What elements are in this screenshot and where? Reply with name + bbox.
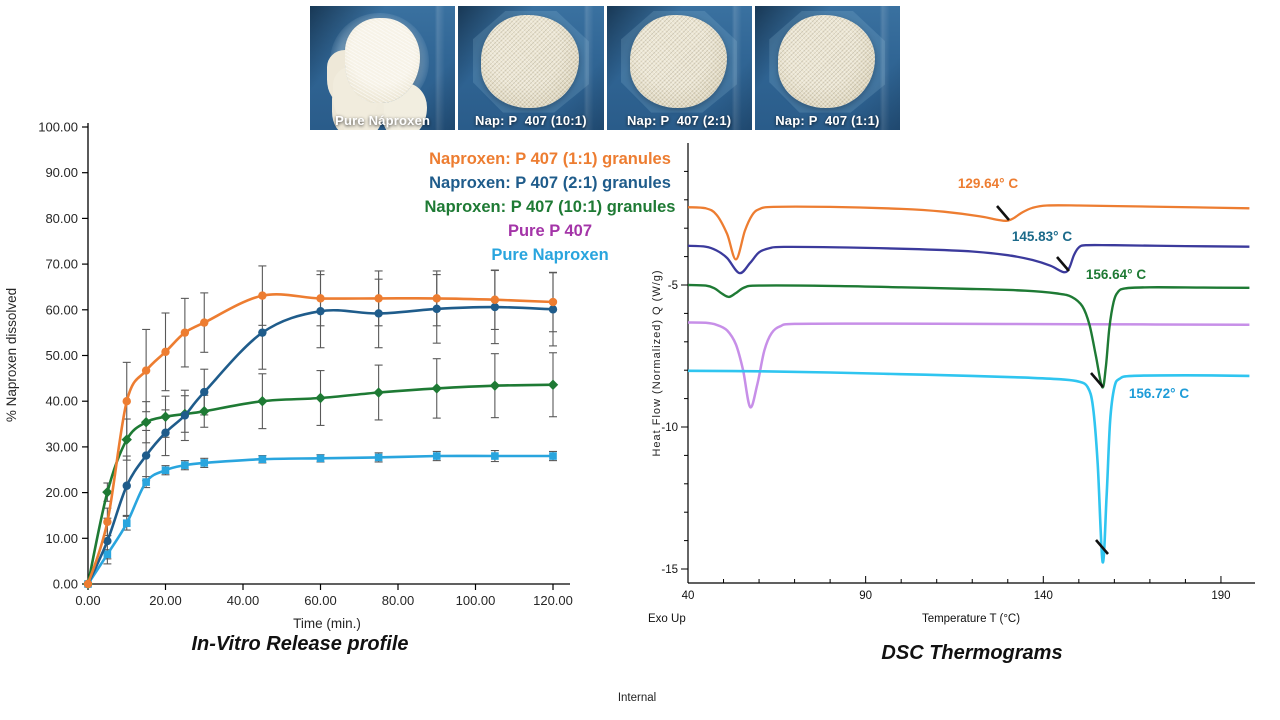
sample-photo-label: Nap: P 407 (1:1) (775, 113, 880, 128)
chart-legend: Naproxen: P 407 (1:1) granules Naproxen: … (340, 147, 760, 267)
release-series-3 (86, 454, 553, 585)
svg-text:40: 40 (682, 590, 695, 602)
sample-photo-strip: Pure Náproxen Nap: P 407 (10:1) Nap: P 4… (310, 6, 900, 130)
svg-text:100.00: 100.00 (456, 593, 496, 608)
release-y-axis-title: % Naproxen dissolved (4, 288, 19, 422)
svg-text:40.00: 40.00 (227, 593, 260, 608)
svg-text:60.00: 60.00 (45, 302, 78, 317)
svg-text:90.00: 90.00 (45, 165, 78, 180)
sample-photo-label: Pure Náproxen (335, 113, 431, 128)
dsc-series-1 (687, 243, 1250, 275)
dsc-tick-labels: 40 90 140 190 -5 -10 -15 (661, 280, 1230, 602)
sample-photo-label: Nap: P 407 (10:1) (475, 113, 587, 128)
sample-photo-panel-10-1: Nap: P 407 (10:1) (458, 6, 604, 130)
dsc-chart-title: DSC Thermograms (881, 642, 1063, 664)
release-tick-labels: 0.00 10.00 20.00 30.00 40.00 50.00 60.00 70.00 8… (38, 120, 573, 609)
svg-text:145.83° C: 145.83° C (1012, 229, 1072, 244)
release-axes (87, 123, 570, 585)
dsc-series-4 (687, 283, 1250, 389)
sample-photo-panel-pure-naproxen: Pure Náproxen (310, 6, 456, 130)
dsc-y-axis-title: Heat Flow (Normalized) Q (W/g) (651, 269, 663, 456)
dsc-axes (687, 143, 1255, 584)
svg-text:190: 190 (1211, 590, 1230, 602)
svg-text:80.00: 80.00 (45, 211, 78, 226)
svg-text:60.00: 60.00 (304, 593, 337, 608)
svg-text:129.64° C: 129.64° C (958, 176, 1018, 191)
svg-text:90: 90 (859, 590, 872, 602)
svg-text:20.00: 20.00 (45, 485, 78, 500)
granule-pile (481, 14, 579, 108)
svg-text:70.00: 70.00 (45, 257, 78, 272)
svg-text:30.00: 30.00 (45, 439, 78, 454)
legend-item-0: Naproxen: P 407 (1:1) granules (429, 150, 671, 168)
svg-text:20.00: 20.00 (149, 593, 182, 608)
dsc-series-0 (687, 204, 1250, 261)
dsc-series-2 (687, 321, 1250, 409)
release-markers-0 (83, 291, 558, 589)
release-markers-3 (84, 452, 557, 588)
legend-item-1: Naproxen: P 407 (2:1) granules (429, 174, 671, 192)
svg-text:10.00: 10.00 (45, 531, 78, 546)
dsc-chart-svg: 40 90 140 190 -5 -10 -15 Temperature T (°C) Exo … (648, 143, 1255, 625)
sample-photo-label: Nap: P 407 (2:1) (626, 113, 732, 128)
svg-text:156.64° C: 156.64° C (1086, 267, 1146, 282)
dsc-peak-annotations: 129.64° C 145.83° C 156.64° C 156.72° C (958, 176, 1189, 401)
powder-pile (344, 18, 421, 103)
svg-text:0.00: 0.00 (53, 577, 78, 592)
granule-pile (777, 14, 876, 108)
svg-text:120.00: 120.00 (533, 593, 573, 608)
footer-classification-label: Internal (617, 692, 657, 704)
svg-text:140: 140 (1034, 590, 1053, 602)
dsc-exo-up-label: Exo Up (648, 613, 686, 625)
dsc-peak-tick-marks (996, 205, 1109, 555)
svg-text:0.00: 0.00 (75, 593, 100, 608)
sample-photo-panel-1-1: Nap: P 407 (1:1) (754, 6, 900, 130)
svg-text:156.72° C: 156.72° C (1129, 386, 1189, 401)
release-chart-title: In-Vitro Release profile (191, 633, 409, 655)
svg-text:-15: -15 (661, 564, 678, 576)
svg-text:80.00: 80.00 (382, 593, 415, 608)
svg-text:50.00: 50.00 (45, 348, 78, 363)
legend-item-3: Pure P 407 (507, 222, 593, 240)
granule-pile (629, 14, 728, 108)
release-markers-2 (82, 379, 559, 590)
svg-text:-5: -5 (668, 280, 678, 292)
dsc-x-axis-title: Temperature T (°C) (922, 613, 1020, 625)
sample-photo-panel-2-1: Nap: P 407 (2:1) (606, 6, 752, 130)
dsc-ticks (681, 170, 1222, 583)
legend-item-4: Pure Naproxen (491, 246, 609, 264)
legend-item-2: Naproxen: P 407 (10:1) granules (424, 198, 676, 216)
svg-text:-10: -10 (661, 422, 678, 434)
release-series-1 (86, 305, 554, 585)
svg-text:100.00: 100.00 (38, 120, 78, 135)
release-chart-svg: 0.00 10.00 20.00 30.00 40.00 50.00 60.00 70.00 8… (4, 120, 573, 632)
svg-text:40.00: 40.00 (45, 394, 78, 409)
release-markers-1 (83, 302, 558, 589)
dsc-series-3 (687, 369, 1250, 564)
release-x-axis-title: Time (min.) (293, 616, 361, 631)
release-ticks (82, 126, 554, 590)
